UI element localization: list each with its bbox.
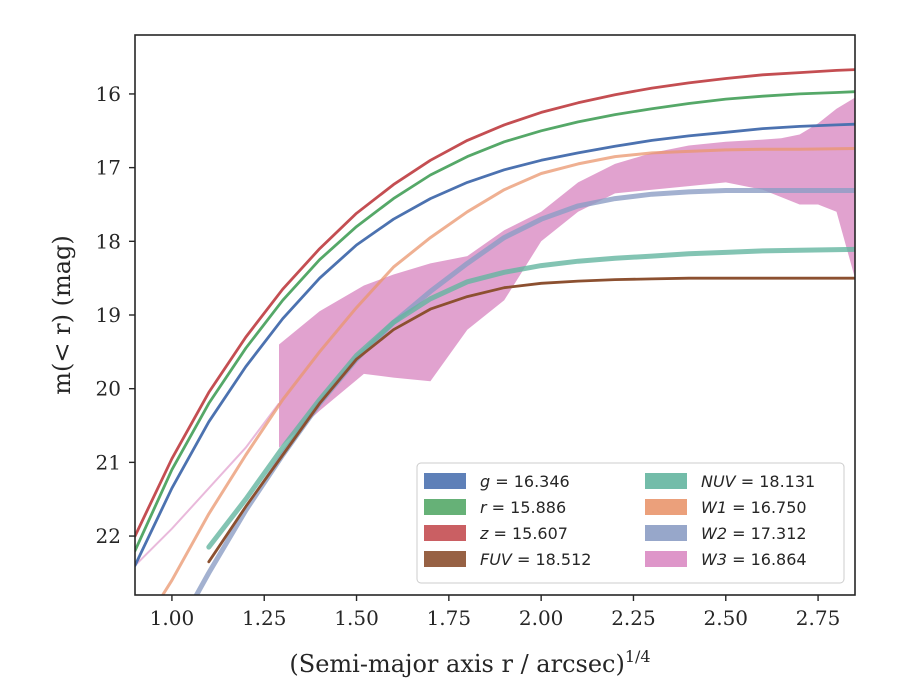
x-tick-label: 2.50 [704, 606, 749, 630]
legend-label-w2: W2 = 17.312 [701, 524, 807, 543]
series-line-fuv [207, 276, 855, 564]
legend-swatch-w1 [645, 499, 687, 515]
series-line-z [135, 68, 855, 538]
x-axis-label-exponent: 1/4 [625, 647, 651, 666]
legend-label-w3: W3 = 16.864 [701, 550, 807, 569]
y-tick-label: 20 [96, 377, 121, 401]
x-tick-label: 1.25 [242, 606, 287, 630]
legend-label-g: g = 16.346 [480, 472, 570, 491]
y-tick-label: 16 [96, 82, 121, 106]
y-tick-label: 18 [96, 229, 121, 253]
legend-label-fuv: FUV = 18.512 [480, 550, 591, 569]
y-tick-label: 22 [96, 524, 121, 548]
series-line-r [135, 90, 855, 553]
legend: g = 16.346 r = 15.886 z = 15.607 FUV = 18.5… [416, 462, 845, 584]
legend-swatch-fuv [424, 551, 466, 567]
x-tick-label: 2.25 [611, 606, 656, 630]
x-axis: 1.00 1.25 1.50 1.75 2.00 2.25 2.50 2.75 [150, 595, 841, 630]
x-tick-label: 1.75 [427, 606, 472, 630]
y-tick-label: 19 [96, 303, 121, 327]
y-axis-label: m(< r) (mag) [48, 235, 76, 394]
x-axis-label: (Semi-major axis r / arcsec)1/4 [289, 647, 650, 678]
legend-label-z: z = 15.607 [479, 524, 568, 543]
legend-swatch-r [424, 499, 466, 515]
legend-frame [416, 462, 845, 584]
x-tick-label: 2.75 [796, 606, 841, 630]
series-line-w1 [160, 147, 855, 595]
legend-swatch-g [424, 473, 466, 489]
x-tick-label: 1.00 [150, 606, 195, 630]
legend-swatch-w3 [645, 551, 687, 567]
series-line-nuv [206, 246, 855, 550]
legend-swatch-z [424, 525, 466, 541]
series-line-w3 [135, 402, 280, 567]
legend-label-r: r = 15.886 [480, 498, 566, 517]
x-tick-label: 1.50 [334, 606, 379, 630]
series-line-g [135, 122, 855, 567]
legend-swatch-nuv [645, 473, 687, 489]
x-tick-label: 2.00 [519, 606, 564, 630]
y-tick-label: 21 [96, 450, 121, 474]
series-layer [135, 68, 855, 595]
legend-label-w1: W1 = 16.750 [701, 498, 807, 517]
legend-label-nuv: NUV = 18.131 [701, 472, 815, 491]
x-axis-label-main: (Semi-major axis r / arcsec) [289, 650, 624, 678]
series-band-w3 [279, 97, 855, 448]
y-axis: 16 17 18 19 20 21 22 [96, 82, 135, 548]
y-tick-label: 17 [96, 156, 121, 180]
legend-swatch-w2 [645, 525, 687, 541]
